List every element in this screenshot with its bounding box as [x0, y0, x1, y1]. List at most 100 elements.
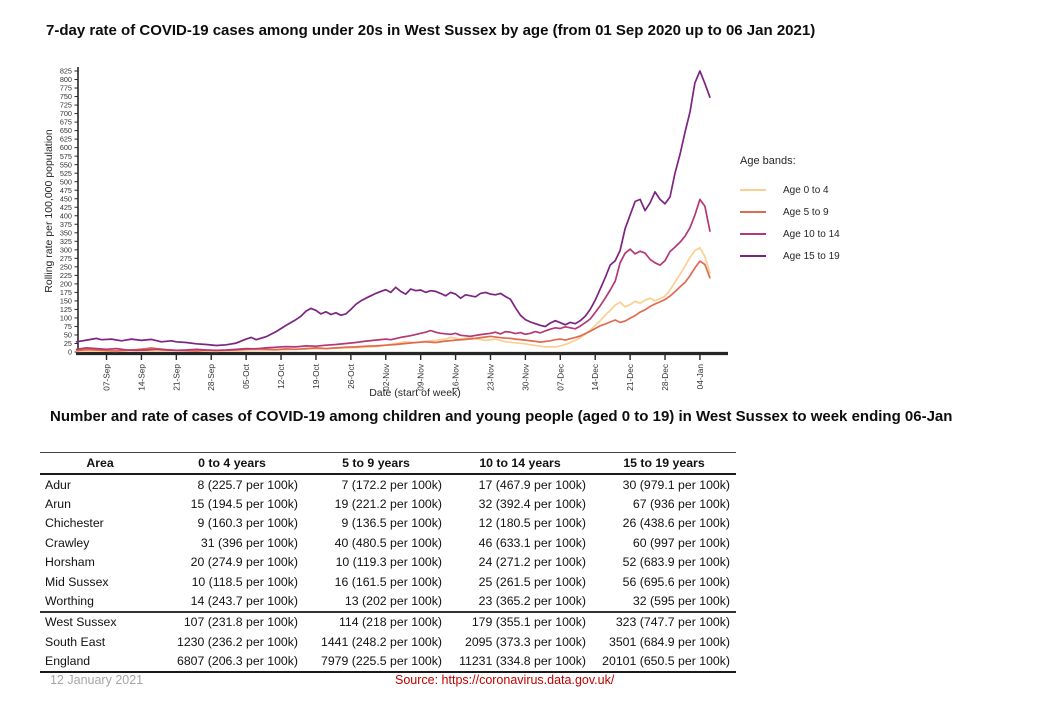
y-tick-label: 650	[60, 126, 72, 135]
value-cell: 20101 (650.5 per 100k)	[592, 651, 736, 673]
value-cell: 7 (172.2 per 100k)	[341, 477, 443, 492]
y-tick-label: 825	[60, 67, 72, 76]
series-line-age-15-to-19	[75, 70, 711, 347]
table-row: West Sussex 107 (231.8 per 100k) 114 (218 …	[40, 612, 736, 632]
value-cell: 31 (396 per 100k)	[200, 535, 298, 550]
area-cell: Chichester	[45, 516, 104, 531]
x-tick-label: 23-Nov	[485, 363, 495, 391]
value-cell: 6807 (206.3 per 100k)	[160, 651, 304, 673]
y-tick-label: 500	[60, 177, 72, 186]
value-cell: 15 (194.5 per 100k)	[190, 497, 298, 512]
x-tick-label: 19-Oct	[311, 363, 321, 389]
y-tick-label: 600	[60, 143, 72, 152]
y-tick-label: 100	[60, 314, 72, 323]
area-cell: Mid Sussex	[45, 574, 109, 589]
y-tick-label: 0	[68, 348, 72, 357]
value-cell: 3501 (684.9 per 100k)	[608, 634, 730, 649]
value-cell: 32 (392.4 per 100k)	[478, 497, 586, 512]
chart-canvas: 0255075100125150175200225250275300325350…	[43, 67, 728, 399]
value-cell: 8 (225.7 per 100k)	[197, 477, 299, 492]
y-tick-label: 525	[60, 169, 72, 178]
column-header: 10 to 14 years	[448, 452, 592, 475]
y-tick-label: 675	[60, 118, 72, 127]
table-title: Number and rate of cases of COVID-19 amo…	[50, 408, 953, 425]
column-header: 0 to 4 years	[160, 452, 304, 475]
legend-entry: Age 5 to 9	[740, 201, 920, 223]
area-cell: Horsham	[45, 555, 95, 570]
table-row: South East 1230 (236.2 per 100k) 1441 (248…	[40, 632, 736, 651]
y-tick-label: 775	[60, 84, 72, 93]
page-title: 7-day rate of COVID-19 cases among under…	[46, 22, 816, 39]
x-tick-label: 04-Jan	[695, 364, 705, 390]
x-tick-label: 14-Dec	[590, 364, 600, 391]
y-tick-label: 125	[60, 305, 72, 314]
x-tick-label: 05-Oct	[241, 363, 251, 389]
x-tick-label: 09-Nov	[416, 363, 426, 391]
table-row: England 6807 (206.3 per 100k) 7979 (225.5 …	[40, 651, 736, 673]
x-tick-label: 21-Sep	[171, 364, 181, 391]
series-line-age-0-to-4	[75, 246, 711, 353]
area-cell: Adur	[45, 477, 71, 492]
legend-swatch	[740, 255, 766, 257]
area-cell: Arun	[45, 497, 71, 512]
value-cell: 179 (355.1 per 100k)	[471, 615, 586, 630]
table-header: Area 0 to 4 years 5 to 9 years 10 to 14 yea…	[40, 452, 736, 475]
footer-date: 12 January 2021	[50, 673, 144, 687]
y-tick-label: 750	[60, 92, 72, 101]
x-tick-label: 21-Dec	[625, 364, 635, 391]
value-cell: 9 (160.3 per 100k)	[197, 516, 299, 531]
value-cell: 25 (261.5 per 100k)	[478, 574, 586, 589]
source-link[interactable]: Source: https://coronavirus.data.gov.uk/	[395, 673, 615, 687]
legend-title: Age bands:	[740, 155, 796, 167]
value-cell: 46 (633.1 per 100k)	[478, 535, 586, 550]
table-row: Horsham 20 (274.9 per 100k) 10 (119.3 per …	[40, 553, 736, 572]
legend-label: Age 0 to 4	[783, 184, 829, 196]
value-cell: 10 (118.5 per 100k)	[191, 574, 298, 589]
value-cell: 107 (231.8 per 100k)	[183, 615, 298, 630]
value-cell: 60 (997 per 100k)	[632, 535, 730, 550]
legend-swatch	[740, 189, 766, 191]
column-header: 5 to 9 years	[304, 452, 448, 475]
legend-swatch	[740, 233, 766, 235]
y-tick-label: 225	[60, 271, 72, 280]
y-tick-label: 50	[64, 331, 72, 340]
x-tick-label: 26-Oct	[346, 363, 356, 389]
y-tick-label: 375	[60, 220, 72, 229]
value-cell: 9 (136.5 per 100k)	[341, 516, 443, 531]
x-axis-title: Date (start of week)	[369, 387, 461, 399]
table-row: Mid Sussex 10 (118.5 per 100k) 16 (161.5 p…	[40, 572, 736, 591]
x-tick-label: 30-Nov	[520, 363, 530, 391]
table-row: Adur 8 (225.7 per 100k) 7 (172.2 per 100k)…	[40, 474, 736, 494]
value-cell: 114 (218 per 100k)	[339, 615, 442, 630]
y-tick-label: 575	[60, 152, 72, 161]
legend-swatch	[740, 211, 766, 213]
y-tick-label: 300	[60, 245, 72, 254]
x-tick-label: 07-Sep	[102, 364, 112, 391]
value-cell: 14 (243.7 per 100k)	[160, 591, 304, 613]
x-tick-label: 02-Nov	[381, 363, 391, 391]
y-tick-label: 250	[60, 262, 72, 271]
y-tick-label: 400	[60, 211, 72, 220]
covid-rate-line-chart: 0 25 50 75 100 125 150 175 200 225 250 275 300 325 350…	[40, 58, 740, 403]
column-header: 15 to 19 years	[592, 452, 736, 475]
y-tick-label: 350	[60, 228, 72, 237]
value-cell: 32 (595 per 100k)	[592, 591, 736, 613]
y-tick-label: 450	[60, 194, 72, 203]
value-cell: 56 (695.6 per 100k)	[622, 574, 730, 589]
value-cell: 20 (274.9 per 100k)	[190, 555, 298, 570]
value-cell: 67 (936 per 100k)	[632, 497, 730, 512]
chart-legend: Age bands: Age 0 to 4 Age 5 to 9 Age 10 to…	[740, 155, 920, 267]
value-cell: 24 (271.2 per 100k)	[478, 555, 586, 570]
y-tick-label: 200	[60, 279, 72, 288]
area-cell: England	[40, 651, 160, 673]
x-tick-label: 07-Dec	[555, 364, 565, 391]
value-cell: 26 (438.6 per 100k)	[622, 516, 730, 531]
value-cell: 19 (221.2 per 100k)	[334, 497, 442, 512]
y-tick-label: 700	[60, 109, 72, 118]
x-tick-label: 16-Nov	[451, 363, 461, 391]
y-tick-label: 25	[64, 339, 72, 348]
value-cell: 12 (180.5 per 100k)	[478, 516, 586, 531]
value-cell: 1230 (236.2 per 100k)	[176, 634, 298, 649]
value-cell: 11231 (334.8 per 100k)	[448, 651, 592, 673]
x-tick-label: 28-Dec	[660, 364, 670, 391]
